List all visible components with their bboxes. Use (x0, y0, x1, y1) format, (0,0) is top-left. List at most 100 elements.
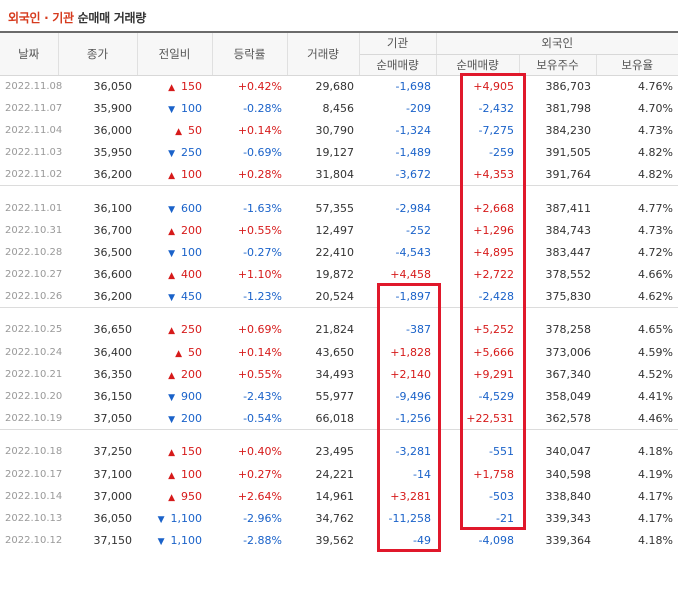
cell-inst-net: -1,897 (395, 290, 431, 304)
cell-date: 2022.10.19 (5, 412, 63, 424)
cell-volume: 19,127 (315, 146, 355, 160)
table-row: 2022.10.13 36,050 ▼ 1,100 -2.96% 34,762 -11,25… (0, 507, 678, 529)
header-holdings: 보유주수 (519, 54, 597, 76)
cell-change: ▲ 200 (137, 363, 212, 385)
cell-change: ▼ 200 (137, 408, 212, 430)
cell-volume: 29,680 (315, 79, 355, 93)
header-date: 날짜 (0, 31, 59, 76)
cell-volume: 8,456 (322, 101, 355, 115)
title-separator: · (40, 11, 53, 25)
cell-date: 2022.10.24 (5, 346, 63, 358)
cell-holdings: 391,764 (545, 168, 592, 182)
cell-holdings: 381,798 (545, 101, 592, 115)
cell-inst-net: +3,281 (390, 489, 431, 503)
cell-foreign-net: +5,666 (473, 345, 514, 359)
cell-inst-net: -3,281 (395, 445, 431, 459)
change-value: 450 (181, 290, 202, 304)
cell-foreign-net: -4,529 (478, 390, 514, 404)
cell-rate: +2.64% (237, 489, 282, 503)
cell-ratio: 4.73% (638, 223, 673, 237)
cell-inst-net: -11,258 (388, 511, 431, 525)
cell-inst-net: -1,698 (395, 79, 431, 93)
cell-ratio: 4.77% (638, 201, 673, 215)
highlight-foreign-top (460, 73, 526, 530)
cell-inst-net: -2,984 (395, 201, 431, 215)
cell-change: ▼ 100 (137, 97, 212, 119)
cell-rate: -2.88% (243, 534, 282, 548)
cell-date: 2022.11.07 (5, 102, 63, 114)
cell-close: 36,700 (93, 223, 133, 237)
cell-rate: -1.63% (243, 201, 282, 215)
cell-change: ▲ 200 (137, 219, 212, 241)
cell-rate: +1.10% (237, 268, 282, 282)
cell-close: 36,650 (93, 323, 133, 337)
table-row: 2022.10.28 36,500 ▼ 100 -0.27% 22,410 -4,543 +4… (0, 241, 678, 263)
change-value: 100 (181, 168, 202, 182)
cell-rate: -1.23% (243, 290, 282, 304)
cell-volume: 19,872 (315, 268, 355, 282)
cell-date: 2022.11.04 (5, 124, 63, 136)
cell-close: 36,100 (93, 201, 133, 215)
cell-holdings: 367,340 (545, 367, 592, 381)
cell-change: ▼ 1,100 (137, 530, 212, 552)
table-row: 2022.11.04 36,000 ▲ 50 +0.14% 30,790 -1,324 -7,… (0, 119, 678, 141)
cell-foreign-net: -2,432 (478, 101, 514, 115)
down-arrow-icon: ▼ (168, 248, 175, 259)
up-arrow-icon: ▲ (168, 326, 175, 337)
cell-rate: -0.54% (243, 411, 282, 425)
cell-volume: 31,804 (315, 168, 355, 182)
cell-foreign-net: -21 (496, 511, 514, 525)
cell-foreign-net: -4,098 (478, 534, 514, 548)
cell-inst-net: +1,828 (390, 345, 431, 359)
cell-ratio: 4.82% (638, 146, 673, 160)
cell-close: 37,000 (93, 489, 133, 503)
cell-date: 2022.11.01 (5, 202, 63, 214)
cell-date: 2022.11.08 (5, 80, 63, 92)
group-separator (0, 185, 678, 197)
table-row: 2022.10.26 36,200 ▼ 450 -1.23% 20,524 -1,897 -2… (0, 286, 678, 308)
cell-rate: -0.27% (243, 245, 282, 259)
cell-change: ▲ 950 (137, 485, 212, 507)
change-value: 150 (181, 79, 202, 93)
up-arrow-icon: ▲ (168, 271, 175, 282)
cell-change: ▲ 50 (137, 341, 212, 363)
table-row: 2022.11.02 36,200 ▲ 100 +0.28% 31,804 -3,672 +4… (0, 164, 678, 186)
cell-change: ▼ 1,100 (137, 507, 212, 529)
cell-date: 2022.10.27 (5, 269, 63, 281)
cell-date: 2022.10.20 (5, 391, 63, 403)
cell-ratio: 4.72% (638, 245, 673, 259)
change-value: 50 (188, 123, 202, 137)
cell-rate: -2.43% (243, 390, 282, 404)
cell-volume: 24,221 (315, 467, 355, 481)
cell-rate: +0.42% (237, 79, 282, 93)
cell-volume: 20,524 (315, 290, 355, 304)
cell-close: 35,950 (93, 146, 133, 160)
cell-foreign-net: +2,668 (473, 201, 514, 215)
cell-change: ▲ 400 (137, 264, 212, 286)
cell-foreign-net: -503 (489, 489, 514, 503)
change-value: 50 (188, 345, 202, 359)
cell-holdings: 338,840 (545, 489, 592, 503)
cell-close: 36,500 (93, 245, 133, 259)
cell-foreign-net: +4,905 (473, 79, 514, 93)
table-row: 2022.11.03 35,950 ▼ 250 -0.69% 19,127 -1,489 -2… (0, 142, 678, 164)
down-arrow-icon: ▼ (168, 393, 175, 404)
cell-foreign-net: -551 (489, 445, 514, 459)
cell-holdings: 339,343 (545, 511, 592, 525)
cell-holdings: 375,830 (545, 290, 592, 304)
cell-close: 36,050 (93, 79, 133, 93)
cell-foreign-net: +1,296 (473, 223, 514, 237)
cell-inst-net: -209 (406, 101, 431, 115)
cell-date: 2022.10.12 (5, 535, 63, 547)
cell-date: 2022.10.31 (5, 224, 63, 236)
cell-close: 37,050 (93, 411, 133, 425)
header-inst-net: 순매매량 (359, 54, 437, 76)
cell-inst-net: +4,458 (390, 268, 431, 282)
table-row: 2022.10.25 36,650 ▲ 250 +0.69% 21,824 -387 +5,2… (0, 319, 678, 341)
down-arrow-icon: ▼ (168, 204, 175, 215)
cell-holdings: 362,578 (545, 411, 592, 425)
change-value: 200 (181, 223, 202, 237)
cell-volume: 39,562 (315, 534, 355, 548)
header-ratio: 보유율 (596, 54, 678, 76)
cell-inst-net: -1,324 (395, 123, 431, 137)
